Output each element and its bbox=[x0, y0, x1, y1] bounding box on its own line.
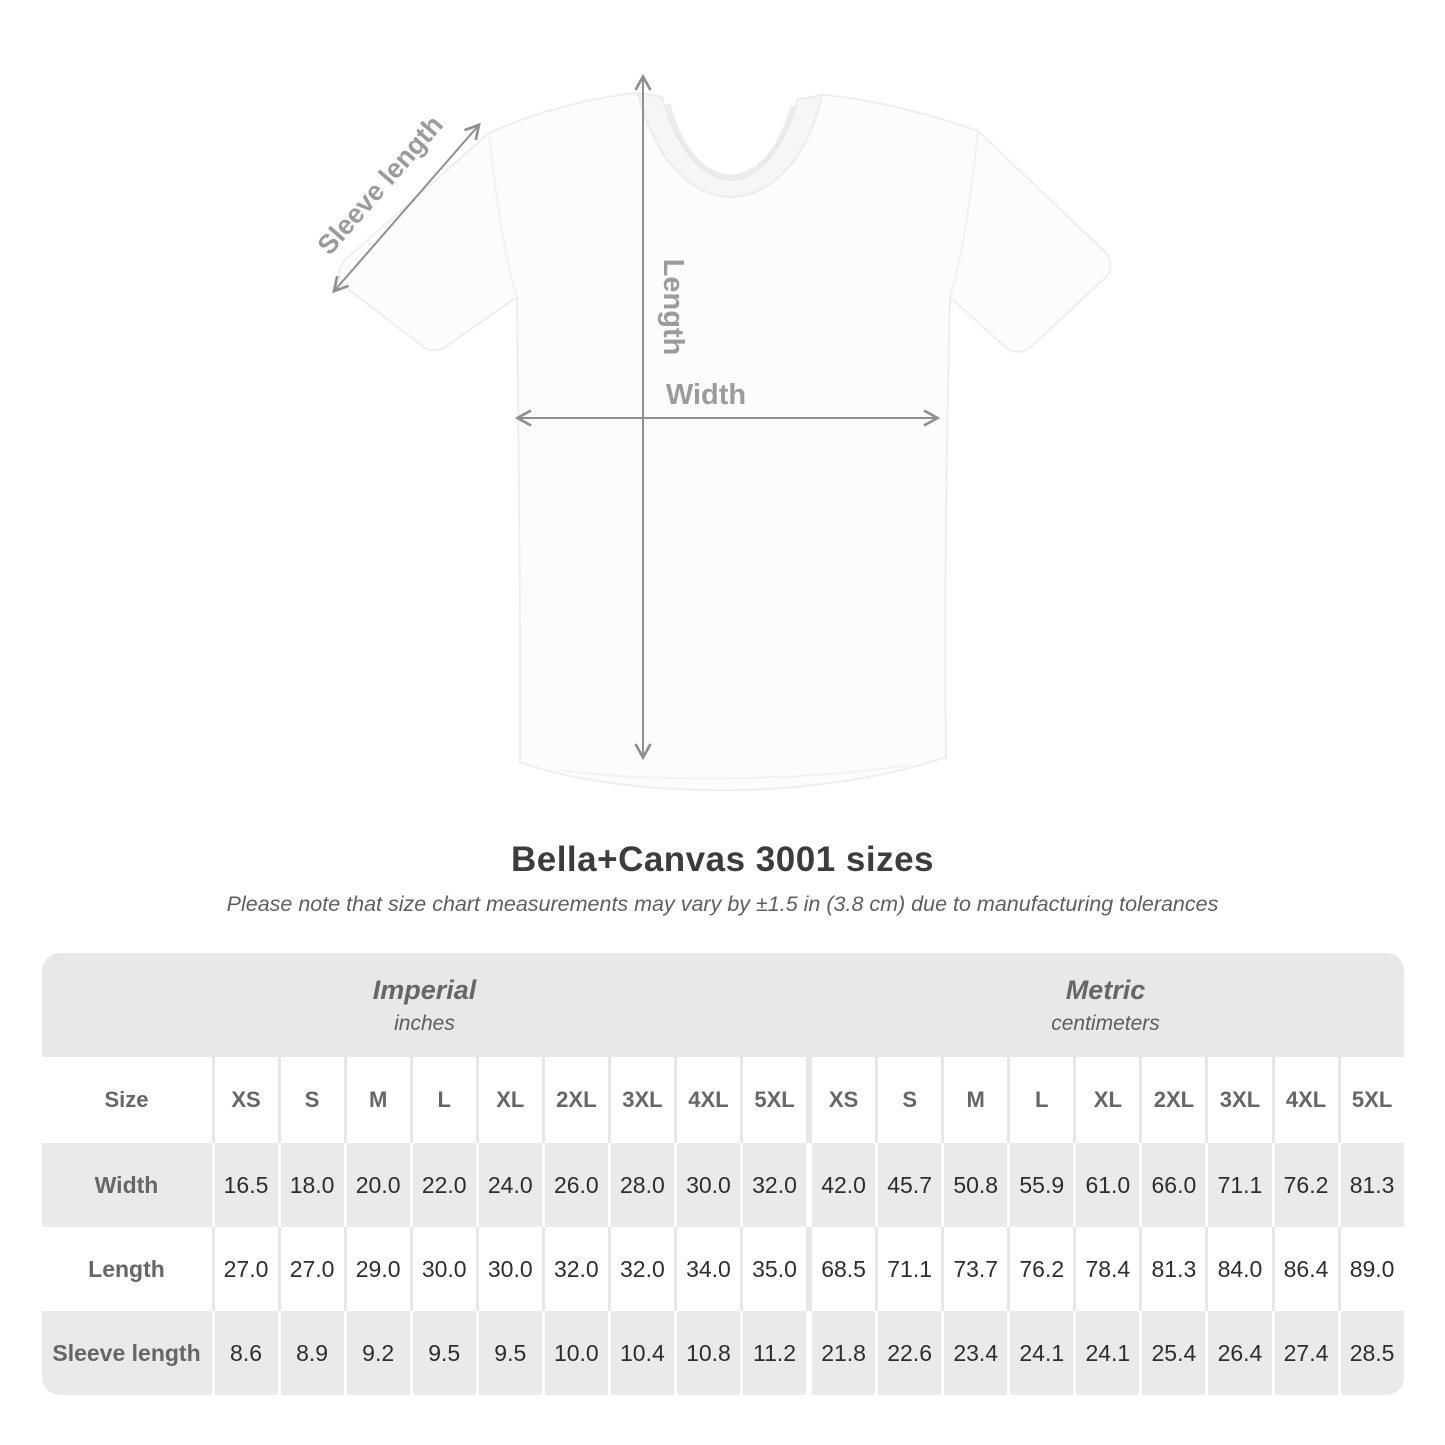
size-header-cell: 4XL bbox=[676, 1057, 740, 1143]
table-cell: 26.0 bbox=[544, 1143, 608, 1227]
size-header-cell: XS bbox=[214, 1057, 278, 1143]
table-cell: 20.0 bbox=[346, 1143, 410, 1227]
size-header-cell: L bbox=[1010, 1057, 1074, 1143]
table-cell: 42.0 bbox=[812, 1143, 876, 1227]
table-cell: 32.0 bbox=[544, 1227, 608, 1311]
table-cell: 8.6 bbox=[214, 1311, 278, 1395]
size-header-cell: 3XL bbox=[610, 1057, 674, 1143]
table-cell: 81.3 bbox=[1142, 1227, 1206, 1311]
table-cell: 50.8 bbox=[944, 1143, 1008, 1227]
length-label: Length bbox=[657, 259, 689, 356]
imperial-section-header: Imperial inches bbox=[42, 953, 808, 1057]
size-header-cell: S bbox=[280, 1057, 344, 1143]
table-cell: 9.2 bbox=[346, 1311, 410, 1395]
tshirt-illustration: Sleeve length Length Width bbox=[312, 73, 1112, 792]
table-cell: 27.4 bbox=[1274, 1311, 1338, 1395]
table-cell: 30.0 bbox=[412, 1227, 476, 1311]
table-cell: 68.5 bbox=[812, 1227, 876, 1311]
imperial-unit: inches bbox=[394, 1011, 455, 1035]
size-header-cell: S bbox=[878, 1057, 942, 1143]
table-cell: 32.0 bbox=[610, 1227, 674, 1311]
metric-unit: centimeters bbox=[1051, 1011, 1160, 1035]
table-cell: 8.9 bbox=[280, 1311, 344, 1395]
tolerance-note: Please note that size chart measurements… bbox=[226, 892, 1219, 916]
tshirt-measurement-diagram: Sleeve length Length Width bbox=[312, 73, 1112, 792]
table-cell: 26.4 bbox=[1208, 1311, 1272, 1395]
imperial-title: Imperial bbox=[372, 974, 477, 1005]
table-row-sleeve-length: Sleeve length 8.6 8.9 9.2 9.5 9.5 10.0 1… bbox=[41, 1311, 1404, 1395]
table-row-length: Length 27.0 27.0 29.0 30.0 30.0 32.0 32.… bbox=[41, 1227, 1404, 1311]
table-cell: 28.0 bbox=[610, 1143, 674, 1227]
page-title: Bella+Canvas 3001 sizes bbox=[510, 840, 935, 879]
table-cell: 73.7 bbox=[944, 1227, 1008, 1311]
table-cell: 9.5 bbox=[412, 1311, 476, 1395]
table-cell: 78.4 bbox=[1076, 1227, 1140, 1311]
row-label: Sleeve length bbox=[41, 1311, 212, 1395]
size-header-cell: M bbox=[944, 1057, 1008, 1143]
tshirt-shape bbox=[338, 91, 1112, 792]
table-row-width: Width 16.5 18.0 20.0 22.0 24.0 26.0 28.0… bbox=[41, 1143, 1404, 1227]
table-cell: 21.8 bbox=[812, 1311, 876, 1395]
width-label: Width bbox=[666, 379, 746, 411]
size-chart-table: Imperial inches Metric centimeters Size … bbox=[41, 953, 1404, 1395]
metric-title: Metric bbox=[1065, 974, 1146, 1005]
size-header-cell: 5XL bbox=[1340, 1057, 1404, 1143]
table-cell: 76.2 bbox=[1010, 1227, 1074, 1311]
table-cell: 27.0 bbox=[214, 1227, 278, 1311]
size-header-cell: XS bbox=[812, 1057, 876, 1143]
table-cell: 66.0 bbox=[1142, 1143, 1206, 1227]
table-cell: 76.2 bbox=[1274, 1143, 1338, 1227]
table-cell: 86.4 bbox=[1274, 1227, 1338, 1311]
table-cell: 28.5 bbox=[1340, 1311, 1404, 1395]
measurement-arrows bbox=[332, 73, 941, 761]
size-header-cell: 4XL bbox=[1274, 1057, 1338, 1143]
table-cell: 89.0 bbox=[1340, 1227, 1404, 1311]
table-cell: 23.4 bbox=[944, 1311, 1008, 1395]
size-header-row: Size XS S M L XL 2XL 3XL 4XL 5XL XS S M … bbox=[41, 1057, 1404, 1143]
size-header-cell: 3XL bbox=[1208, 1057, 1272, 1143]
size-header-cell: 2XL bbox=[1142, 1057, 1206, 1143]
table-cell: 24.1 bbox=[1076, 1311, 1140, 1395]
table-cell: 30.0 bbox=[676, 1143, 740, 1227]
table-cell: 45.7 bbox=[878, 1143, 942, 1227]
metric-section-header: Metric centimeters bbox=[808, 953, 1404, 1057]
size-header-cell: XL bbox=[478, 1057, 542, 1143]
table-cell: 29.0 bbox=[346, 1227, 410, 1311]
row-label: Length bbox=[41, 1227, 212, 1311]
table-cell: 11.2 bbox=[743, 1311, 807, 1395]
unit-header-band: Imperial inches Metric centimeters bbox=[41, 953, 1404, 1057]
table-cell: 30.0 bbox=[478, 1227, 542, 1311]
table-cell: 16.5 bbox=[214, 1143, 278, 1227]
table-cell: 84.0 bbox=[1208, 1227, 1272, 1311]
size-header-cell: M bbox=[346, 1057, 410, 1143]
table-cell: 24.0 bbox=[478, 1143, 542, 1227]
sleeve-length-arrow bbox=[332, 122, 481, 294]
table-cell: 61.0 bbox=[1076, 1143, 1140, 1227]
table-cell: 35.0 bbox=[743, 1227, 807, 1311]
table-cell: 22.0 bbox=[412, 1143, 476, 1227]
table-cell: 34.0 bbox=[676, 1227, 740, 1311]
size-header-cell: 5XL bbox=[743, 1057, 807, 1143]
size-header-cell: 2XL bbox=[544, 1057, 608, 1143]
table-cell: 81.3 bbox=[1340, 1143, 1404, 1227]
table-cell: 9.5 bbox=[478, 1311, 542, 1395]
title-block: Bella+Canvas 3001 sizes Please note that… bbox=[0, 840, 1445, 917]
table-cell: 18.0 bbox=[280, 1143, 344, 1227]
size-header-cell: L bbox=[412, 1057, 476, 1143]
table-cell: 22.6 bbox=[878, 1311, 942, 1395]
table-cell: 71.1 bbox=[878, 1227, 942, 1311]
row-label: Width bbox=[41, 1143, 212, 1227]
size-header-cell: XL bbox=[1076, 1057, 1140, 1143]
table-cell: 71.1 bbox=[1208, 1143, 1272, 1227]
table-cell: 32.0 bbox=[743, 1143, 807, 1227]
table-cell: 10.4 bbox=[610, 1311, 674, 1395]
table-cell: 25.4 bbox=[1142, 1311, 1206, 1395]
table-cell: 10.8 bbox=[676, 1311, 740, 1395]
table-cell: 55.9 bbox=[1010, 1143, 1074, 1227]
table-cell: 24.1 bbox=[1010, 1311, 1074, 1395]
table-cell: 27.0 bbox=[280, 1227, 344, 1311]
size-column-header: Size bbox=[41, 1057, 212, 1143]
table-cell: 10.0 bbox=[544, 1311, 608, 1395]
